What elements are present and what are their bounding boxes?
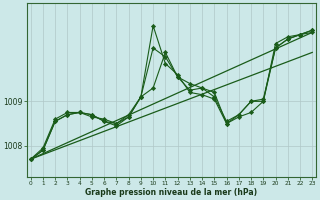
X-axis label: Graphe pression niveau de la mer (hPa): Graphe pression niveau de la mer (hPa) bbox=[85, 188, 258, 197]
